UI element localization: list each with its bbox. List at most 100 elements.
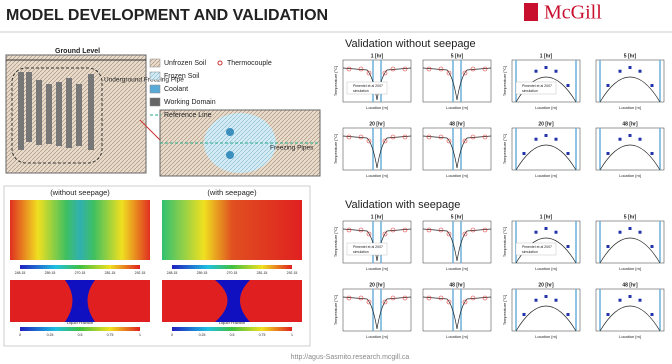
y-label: Temperature [°C] — [333, 66, 338, 96]
measurement-icon — [554, 137, 558, 141]
plot-title: 20 [hr] — [369, 282, 385, 288]
measurement-icon — [446, 299, 452, 305]
colorbar-tick: 0 — [171, 333, 173, 337]
measurement-icon — [462, 70, 468, 76]
measurement-icon — [358, 134, 364, 140]
measurement-icon — [628, 66, 632, 69]
x-label: Location [m] — [619, 334, 641, 339]
measurement-icon — [446, 138, 452, 144]
plot: 48 [hr] Location [m] — [595, 121, 665, 178]
plot: 5 [hr] Location [m] — [422, 53, 492, 110]
x-label: Location [m] — [535, 105, 557, 110]
simulation-curve — [599, 305, 661, 332]
legend-label: Working Domain — [164, 99, 216, 106]
plot-area — [342, 288, 412, 332]
colorbar-tick: 1 — [139, 333, 141, 337]
measurement-icon — [358, 295, 364, 301]
colorbar-tick: 270.15 — [227, 271, 238, 275]
pipe-label: Underground Freezing Pipe — [104, 77, 184, 84]
measurement-icon — [554, 230, 558, 234]
x-label: Location [m] — [535, 266, 557, 271]
plot-title: 5 [hr] — [624, 214, 637, 220]
colorbar — [172, 265, 292, 269]
plot: 1 [hr] Temperature [°C] Location [m] Piment… — [502, 53, 581, 110]
simulation-curve — [342, 67, 412, 101]
measurement-icon — [446, 231, 452, 237]
measurement-icon — [554, 69, 558, 73]
footer-url: http://agus-Sasmito.research.mcgill.ca — [291, 354, 410, 361]
measurement-icon — [566, 313, 570, 316]
measurement-icon — [638, 230, 642, 234]
measurement-icon — [618, 137, 622, 141]
ground-level: Ground Level — [55, 48, 100, 55]
colorbar-tick: 281.15 — [257, 271, 268, 275]
slide-title: MODEL DEVELOPMENT AND VALIDATION — [6, 7, 328, 24]
colorbar-tick: 0.25 — [47, 333, 54, 337]
measurement-icon — [346, 295, 352, 301]
measurement-icon — [618, 230, 622, 234]
measurement-icon — [402, 66, 408, 72]
plot-title: 20 [hr] — [369, 121, 385, 127]
plot: 20 [hr] Temperature [°C] Location [m] — [333, 282, 412, 339]
measurement-icon — [566, 84, 570, 87]
simulation-curve — [599, 76, 661, 103]
measurement-icon — [606, 84, 610, 87]
plot: 5 [hr] Location [m] — [422, 214, 492, 271]
measurement-icon — [470, 295, 476, 301]
y-label: Temperature [°C] — [502, 66, 507, 96]
measurement-icon — [402, 227, 408, 233]
section-title: Validation with seepage — [345, 199, 460, 211]
measurement-icon — [638, 298, 642, 302]
legend-box — [346, 242, 388, 256]
plot-area — [422, 127, 492, 171]
measurement-icon — [402, 295, 408, 301]
colorbar-ticks: 248.15 259.15 270.15 281.15 292.15 248.15 259.… — [15, 271, 298, 337]
measurement-icon — [544, 295, 548, 298]
measurement-icon — [426, 295, 432, 301]
x-label: Location [m] — [366, 334, 388, 339]
measurement-icon — [438, 227, 444, 233]
validation: Validation without seepage 1 [hr] Temperat… — [333, 38, 665, 339]
simulation-curve — [422, 296, 492, 330]
plot-title: 1 [hr] — [540, 214, 553, 220]
measurement-icon — [390, 227, 396, 233]
simulation-curve — [599, 144, 661, 171]
measurement-icon — [534, 298, 538, 302]
legend-label: Pimentel et al 2007 — [353, 245, 383, 249]
colorbar — [20, 265, 140, 269]
colorbar-tick: 0 — [19, 333, 21, 337]
colorbar-tick: 248.15 — [167, 271, 178, 275]
simulation-curve — [515, 305, 577, 332]
colorbar-tick: 0.25 — [199, 333, 206, 337]
measurement-icon — [426, 227, 432, 233]
measurement-icon — [522, 313, 526, 316]
measurement-icon — [438, 66, 444, 72]
logo: McGill — [544, 2, 602, 24]
pipe — [226, 151, 234, 159]
measurement-icon — [382, 138, 388, 144]
plot: 20 [hr] Temperature [°C] Location [m] — [333, 121, 412, 178]
measurement-icon — [346, 227, 352, 233]
plot-title: 5 [hr] — [451, 53, 464, 59]
frozen-region — [65, 280, 95, 322]
measurement-icon — [534, 230, 538, 234]
x-label: Location [m] — [619, 266, 641, 271]
plot-area — [342, 220, 412, 264]
measurement-icon — [554, 298, 558, 302]
legend-swatch — [149, 84, 161, 94]
measurement-icon — [470, 227, 476, 233]
colorbar-tick: 0.75 — [107, 333, 114, 337]
colorbar-tick: 292.15 — [287, 271, 298, 275]
legend-label: simulation — [353, 250, 369, 254]
measurement-icon — [544, 134, 548, 137]
measurement-icon — [462, 231, 468, 237]
plot-area — [422, 59, 492, 103]
measurement-icon — [462, 299, 468, 305]
measurement-icon — [358, 227, 364, 233]
measurement-icon — [470, 66, 476, 72]
legend-swatch — [149, 97, 161, 107]
plot-title: 5 [hr] — [624, 53, 637, 59]
simulation-curve — [422, 67, 492, 101]
